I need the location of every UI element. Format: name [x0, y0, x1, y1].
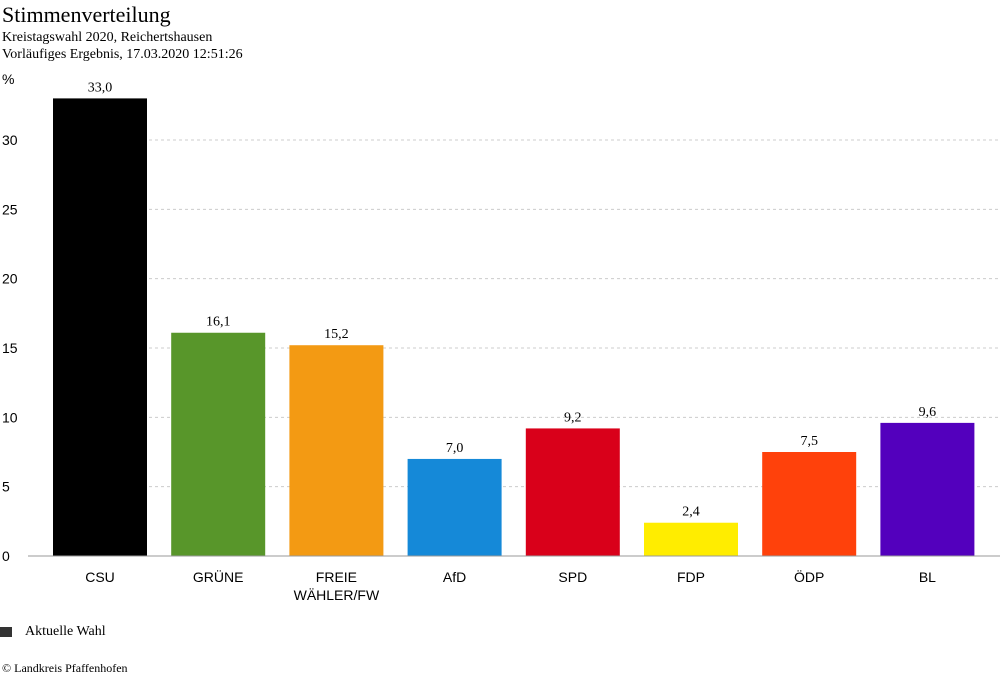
data-label: 9,2 [564, 410, 582, 425]
bar-csu [53, 98, 147, 557]
y-axis-label: % [2, 71, 14, 87]
data-label: 15,2 [324, 327, 349, 342]
data-label: 9,6 [919, 405, 937, 420]
data-label: 7,5 [800, 434, 818, 449]
bar-afd [407, 458, 502, 556]
chart-subtitle: Kreistagswahl 2020, Reichertshausen [2, 30, 213, 45]
y-tick-label: 20 [2, 271, 18, 287]
legend-swatch [0, 627, 12, 637]
x-tick-label: FDP [677, 569, 705, 585]
data-label: 33,0 [88, 80, 113, 95]
bar-bl [880, 422, 975, 556]
bar-fdp [644, 522, 738, 556]
data-label: 7,0 [446, 441, 464, 456]
y-tick-label: 25 [2, 201, 18, 217]
x-tick-label: FREIE [316, 569, 357, 585]
legend: Aktuelle Wahl [0, 624, 106, 640]
legend-label: Aktuelle Wahl [25, 624, 106, 639]
copyright: © Landkreis Pfaffenhofen [2, 661, 128, 675]
y-tick-label: 0 [2, 548, 10, 564]
data-label: 16,1 [206, 315, 231, 330]
y-tick-label: 15 [2, 340, 18, 356]
bar-grüne [171, 332, 266, 556]
y-tick-label: 10 [2, 409, 18, 425]
x-tick-label: GRÜNE [193, 568, 244, 585]
x-tick-label: BL [919, 569, 936, 585]
x-tick-label: AfD [443, 569, 466, 585]
y-tick-label: 5 [2, 479, 10, 495]
y-tick-label: 30 [2, 132, 18, 148]
chart-title: Stimmenverteilung [2, 2, 171, 27]
bar-chart: 0 5 10 15 20 25 30% 33,0 CSU 16,1 GRÜNE 15,2 FREIE WÄ… [2, 71, 1000, 603]
data-label: 2,4 [682, 505, 700, 520]
chart-timestamp: Vorläufiges Ergebnis, 17.03.2020 12:51:2… [2, 47, 243, 62]
x-tick-label: SPD [558, 569, 587, 585]
x-tick-label: ÖDP [794, 568, 824, 585]
bar-freie-wähler/fw [289, 345, 384, 556]
bar-ödp [762, 452, 857, 556]
x-tick-label: CSU [85, 569, 115, 585]
x-tick-label: WÄHLER/FW [294, 587, 380, 603]
bar-spd [525, 428, 620, 556]
